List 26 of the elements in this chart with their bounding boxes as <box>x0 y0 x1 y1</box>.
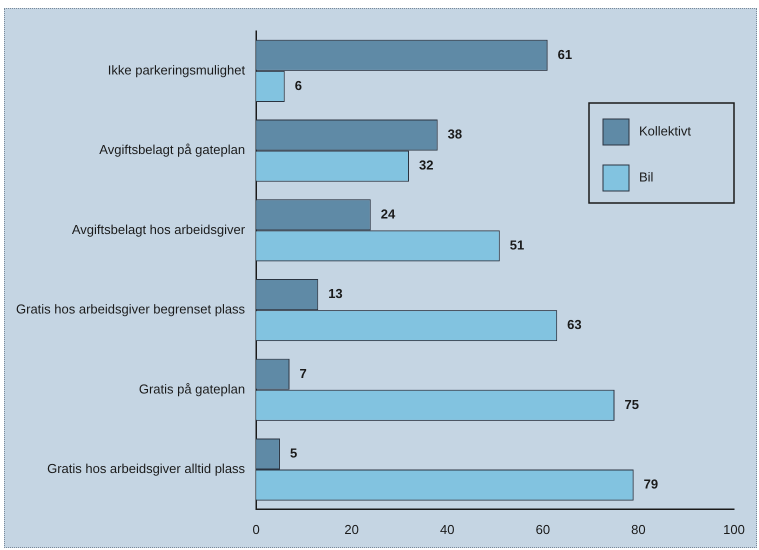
x-tick-label: 40 <box>440 522 454 537</box>
y-tick-label: Avgiftsbelagt hos arbeidsgiver <box>72 222 246 237</box>
x-tick-label: 20 <box>344 522 359 537</box>
y-tick-label: Gratis på gateplan <box>138 381 246 396</box>
y-tick-label: Gratis hos arbeidsgiver alltid plass <box>47 461 246 476</box>
legend-label: Bil <box>639 170 654 185</box>
data-label: 79 <box>644 476 658 492</box>
y-tick-label: Ikke parkeringsmulighet <box>108 62 246 78</box>
data-label: 5 <box>290 446 298 461</box>
x-tick-label: 60 <box>536 522 550 537</box>
data-label: 6 <box>294 78 302 93</box>
y-tick-label: Avgiftsbelagt på gateplan <box>99 142 246 158</box>
data-label: 24 <box>380 206 396 222</box>
x-tick-label: 80 <box>631 522 646 537</box>
data-label: 51 <box>510 237 524 252</box>
x-tick-label: 0 <box>252 522 260 537</box>
data-label: 13 <box>328 286 343 302</box>
data-label: 63 <box>567 317 582 332</box>
data-label: 61 <box>558 46 572 62</box>
legend-label: Kollektivt <box>639 124 692 139</box>
data-label: 7 <box>300 366 307 381</box>
data-label: 38 <box>448 126 462 142</box>
data-label: 75 <box>624 396 639 412</box>
data-label: 32 <box>419 158 434 173</box>
x-tick-label: 100 <box>723 522 745 537</box>
y-tick-label: Gratis hos arbeidsgiver begrenset plass <box>16 302 246 317</box>
